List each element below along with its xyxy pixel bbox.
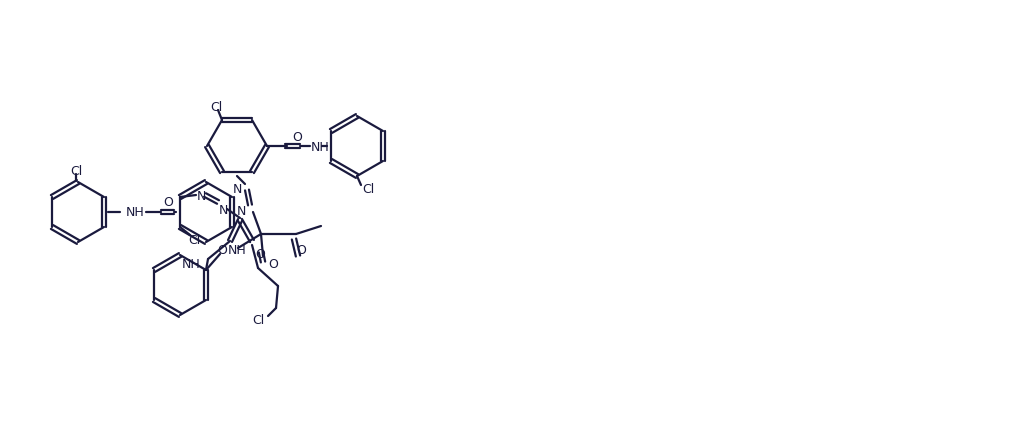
- Text: N: N: [237, 204, 246, 217]
- Text: N: N: [218, 203, 227, 216]
- Text: NH: NH: [228, 244, 247, 257]
- Text: N: N: [197, 189, 206, 202]
- Text: O: O: [163, 195, 173, 208]
- Text: O: O: [217, 243, 227, 256]
- Text: N: N: [233, 182, 242, 195]
- Text: O: O: [269, 258, 278, 271]
- Text: O: O: [296, 244, 306, 257]
- Text: NH: NH: [181, 257, 200, 270]
- Text: Cl: Cl: [362, 182, 375, 195]
- Text: Cl: Cl: [210, 100, 222, 113]
- Text: Cl: Cl: [70, 164, 82, 177]
- Text: O: O: [255, 247, 264, 260]
- Text: NH: NH: [311, 140, 329, 153]
- Text: NH: NH: [126, 205, 145, 218]
- Text: Cl: Cl: [252, 314, 264, 327]
- Text: Cl: Cl: [188, 233, 201, 246]
- Text: O: O: [292, 130, 301, 143]
